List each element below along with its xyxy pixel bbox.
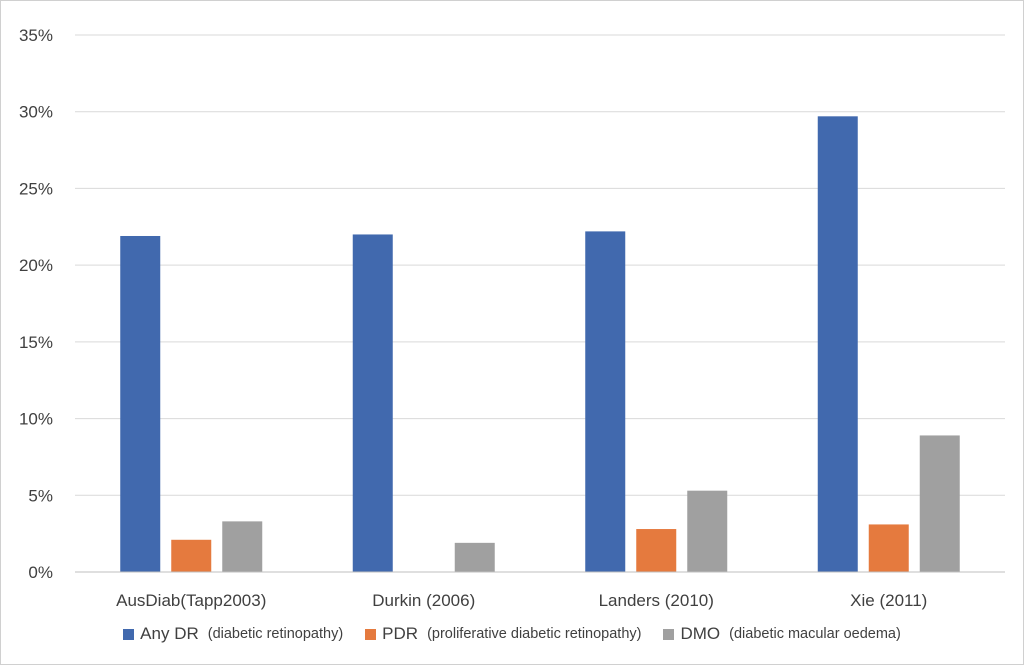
y-tick-label: 20% <box>19 256 53 275</box>
bar-pdr-0 <box>171 539 212 572</box>
y-tick-label: 5% <box>28 486 53 505</box>
y-tick-label: 10% <box>19 410 53 429</box>
bar-any-dr-3 <box>817 116 858 573</box>
bar-dmo-0 <box>222 521 263 572</box>
bar-any-dr-1 <box>352 234 393 572</box>
bar-dmo-1 <box>454 542 495 572</box>
bar-dmo-3 <box>919 435 960 572</box>
legend: Any DR (diabetic retinopathy) PDR (proli… <box>0 624 1024 644</box>
y-tick-label: 25% <box>19 179 53 198</box>
y-axis-ticks: 0% 5% 10% 15% 20% 25% 30% 35% <box>19 26 53 582</box>
bar-pdr-2 <box>636 529 677 572</box>
legend-series-name: DMO <box>680 624 721 643</box>
legend-item-pdr: PDR (proliferative diabetic retinopathy) <box>365 624 641 644</box>
x-category-label: Landers (2010) <box>599 591 714 610</box>
y-tick-label: 15% <box>19 333 53 352</box>
legend-series-name: PDR <box>382 624 419 643</box>
legend-series-description: (diabetic retinopathy) <box>207 626 344 642</box>
gridlines <box>75 34 1005 496</box>
x-category-label: Xie (2011) <box>850 591 927 610</box>
legend-series-description: (proliferative diabetic retinopathy) <box>427 626 642 642</box>
y-tick-label: 35% <box>19 26 53 45</box>
x-category-label: Durkin (2006) <box>372 591 475 610</box>
y-tick-label: 30% <box>19 103 53 122</box>
bar-chart: 0% 5% 10% 15% 20% 25% 30% 35% AusDiab(Tapp2003)… <box>19 26 1005 610</box>
x-category-label: AusDiab(Tapp2003) <box>116 591 266 610</box>
legend-item-dmo: DMO (diabetic macular oedema) <box>663 624 901 644</box>
legend-series-description: (diabetic macular oedema) <box>729 626 901 642</box>
category-labels: AusDiab(Tapp2003) Durkin (2006) Landers (2… <box>116 591 927 610</box>
legend-swatch <box>123 628 135 640</box>
bar-any-dr-2 <box>585 231 626 573</box>
bar-dmo-2 <box>687 490 728 572</box>
legend-series-name: Any DR <box>140 624 199 643</box>
bars <box>120 116 960 573</box>
legend-swatch <box>365 628 377 640</box>
bar-any-dr-0 <box>120 235 161 572</box>
bar-pdr-3 <box>868 524 909 572</box>
y-tick-label: 0% <box>28 563 53 582</box>
legend-item-any-dr: Any DR (diabetic retinopathy) <box>123 624 343 644</box>
legend-swatch <box>663 628 675 640</box>
